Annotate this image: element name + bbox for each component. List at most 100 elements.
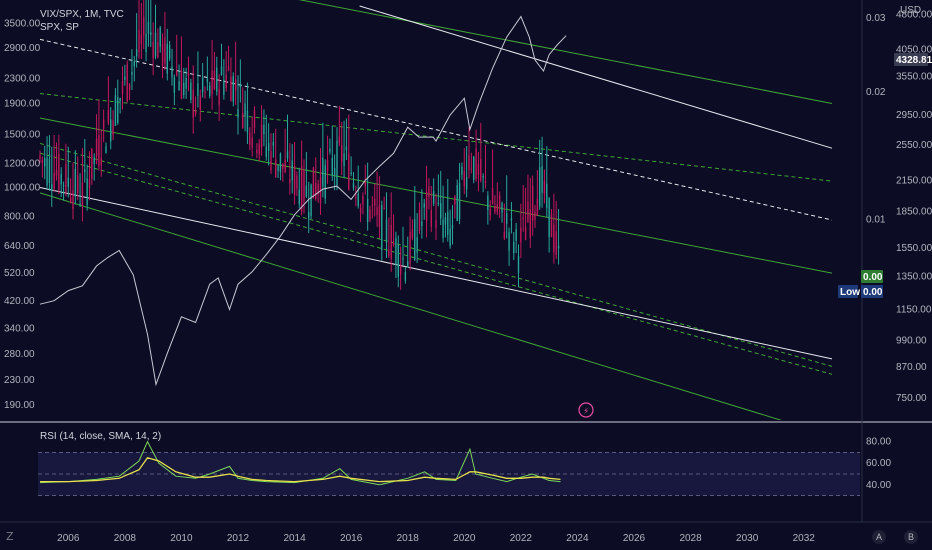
time-axis-tick-label: 2020 <box>453 533 476 544</box>
candle-body <box>517 255 520 273</box>
candle-body <box>81 182 84 206</box>
ratio-axis-tick-label: 0.02 <box>866 87 886 98</box>
time-axis-tick-label: 2032 <box>793 533 816 544</box>
time-axis-tick-label: 2016 <box>340 533 363 544</box>
candle-body <box>242 112 244 128</box>
candle-body <box>407 261 409 268</box>
candle-body <box>77 175 79 194</box>
left-axis-tick-label: 2900.00 <box>4 43 41 54</box>
candle-body <box>223 79 225 95</box>
candle-body <box>138 30 140 52</box>
candle-body <box>352 182 355 189</box>
candle-body <box>473 156 475 180</box>
candle-body <box>296 175 298 189</box>
time-axis-tick-label: 2010 <box>170 533 193 544</box>
candle-body <box>74 168 77 197</box>
right-price-axis[interactable]: 4800.00 4050.00 3550.00 2950.00 2550.00 2150.… <box>896 9 932 403</box>
candle-body <box>329 148 331 152</box>
main-pane[interactable] <box>39 0 833 436</box>
candle-body <box>355 197 357 199</box>
ratio-axis: 0.03 0.02 0.01 <box>866 13 886 226</box>
overlay-title[interactable]: SPX, SP <box>40 22 79 33</box>
candle-body <box>190 82 192 100</box>
candle-body <box>62 185 65 187</box>
auto-scale-button[interactable]: A <box>872 530 886 544</box>
spx-line <box>39 15 567 387</box>
time-axis-tick-label: 2026 <box>623 533 646 544</box>
candle-body <box>95 138 98 157</box>
candle-body <box>237 109 239 118</box>
candle-body <box>440 203 442 219</box>
candle-body <box>381 204 383 251</box>
candle-body <box>338 136 341 143</box>
candle-body <box>423 203 425 208</box>
candle-body <box>461 166 463 175</box>
flash-event-icon[interactable]: ⚡ <box>578 402 594 418</box>
candle-body <box>232 76 234 102</box>
candle-body <box>201 77 204 93</box>
candle-body <box>55 169 58 177</box>
candle-body <box>350 172 352 174</box>
time-axis[interactable]: 2006 2008 2010 2012 2014 2016 2018 2020 2022 2024… <box>57 533 815 544</box>
candle-body <box>491 187 494 205</box>
candle-body <box>414 219 416 260</box>
candle-body <box>331 157 333 176</box>
time-axis-tick-label: 2018 <box>397 533 420 544</box>
candle-body <box>91 148 93 180</box>
candle-body <box>46 157 48 186</box>
candle-body <box>131 71 133 75</box>
candle-body <box>79 203 81 205</box>
candle-body <box>496 204 498 213</box>
candle-body <box>154 32 157 57</box>
candle-body <box>378 205 381 227</box>
candle-body <box>192 89 194 118</box>
trend-line <box>39 192 782 420</box>
candle-body <box>369 208 371 221</box>
candle-body <box>289 179 291 184</box>
candle-body <box>548 198 550 237</box>
candle-body <box>541 166 543 193</box>
candle-body <box>187 72 190 76</box>
candle-body <box>404 272 407 281</box>
candle-body <box>425 192 428 222</box>
ratio-last-value: 0.00 <box>863 272 883 283</box>
candle-body <box>291 160 293 181</box>
rsi-axis[interactable]: 80.00 60.00 40.00 <box>866 437 891 491</box>
symbol-title[interactable]: VIX/SPX, 1M, TVC <box>40 9 124 20</box>
candle-body <box>194 110 197 115</box>
zoom-reset-icon[interactable]: Z <box>6 530 14 543</box>
candle-body <box>178 81 180 91</box>
log-scale-button[interactable]: B <box>904 530 918 544</box>
left-axis-tick-label: 1900.00 <box>4 98 41 109</box>
candle-body <box>244 103 246 116</box>
candle-body <box>520 227 522 243</box>
candle-body <box>529 209 531 238</box>
candle-body <box>121 81 124 94</box>
candle-body <box>216 67 218 92</box>
rsi-pane[interactable] <box>38 440 860 497</box>
candle-body <box>39 155 41 159</box>
candle-body <box>133 61 135 67</box>
candle-body <box>458 182 461 220</box>
spx-axis-tick-label: 1550.00 <box>896 243 932 254</box>
candle-body <box>536 198 539 216</box>
candle-body <box>416 237 418 253</box>
candle-body <box>51 184 53 191</box>
candle-body <box>385 219 388 243</box>
candle-body <box>480 159 482 181</box>
trend-line <box>298 0 833 104</box>
candle-body <box>489 208 491 216</box>
left-price-axis[interactable]: 3500.00 2900.00 2300.00 1900.00 1500.00 1200.… <box>4 18 41 410</box>
rsi-title[interactable]: RSI (14, close, SMA, 14, 2) <box>40 431 161 442</box>
candle-body <box>72 190 74 209</box>
left-axis-tick-label: 340.00 <box>4 324 35 335</box>
time-axis-tick-label: 2022 <box>510 533 533 544</box>
candle-body <box>161 43 164 67</box>
candle-body <box>284 159 286 173</box>
candle-body <box>213 70 216 89</box>
time-axis-tick-label: 2024 <box>566 533 589 544</box>
candle-body <box>69 197 72 203</box>
candle-body <box>234 79 237 91</box>
left-axis-tick-label: 1200.00 <box>4 159 41 170</box>
